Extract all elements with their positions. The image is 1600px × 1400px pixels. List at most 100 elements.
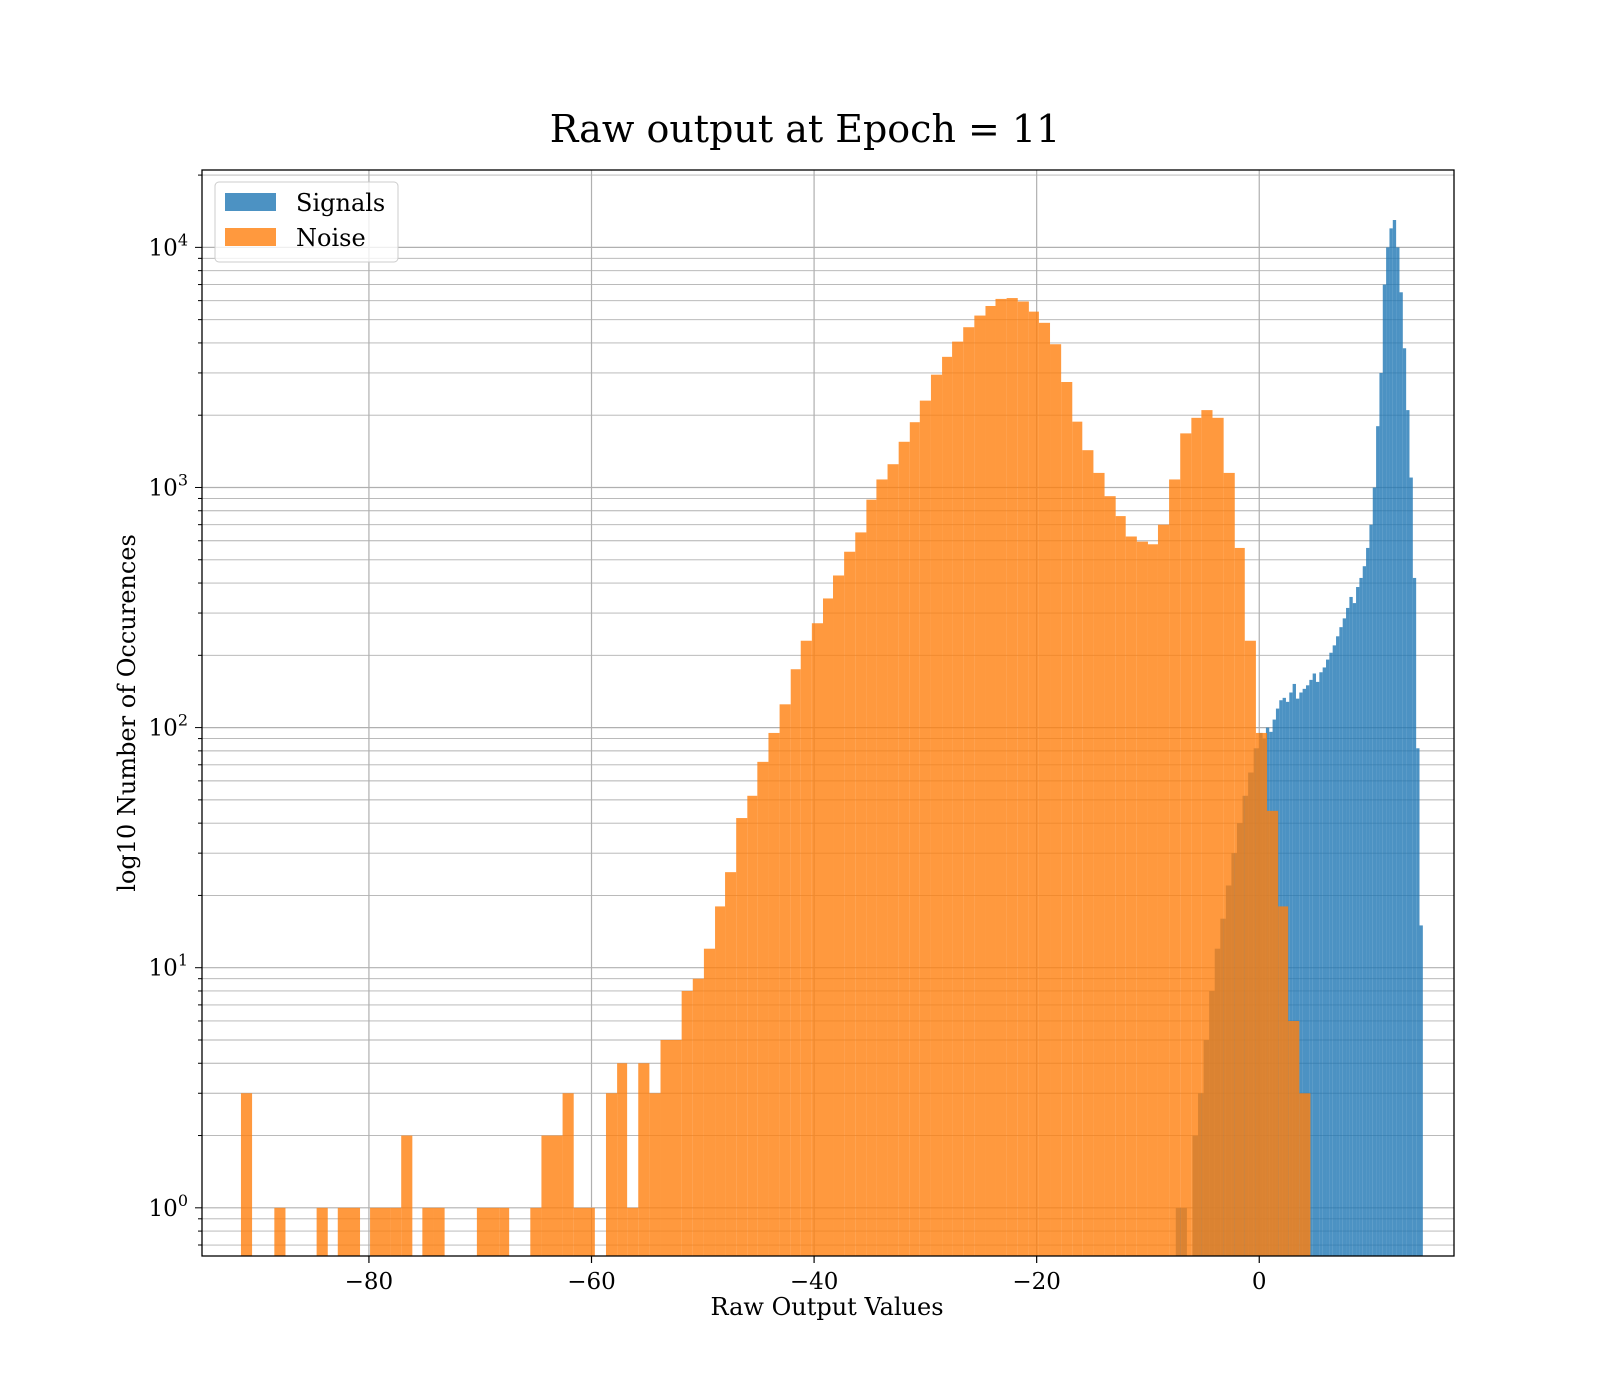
histogram-bar [681, 990, 693, 1256]
histogram-bar [692, 978, 704, 1256]
histogram-bar [337, 1207, 361, 1256]
x-tick-label: −60 [567, 1269, 616, 1295]
histogram-bar [1386, 247, 1390, 1256]
histogram-bar [1212, 417, 1224, 1256]
histogram-bar [844, 551, 856, 1256]
histogram-bar [887, 464, 899, 1256]
histogram-bar [1082, 450, 1094, 1256]
histogram-bar [952, 341, 964, 1256]
histogram-bar [1295, 698, 1300, 1256]
histogram-bar [1305, 685, 1310, 1256]
histogram-bar [1346, 607, 1350, 1256]
histogram-bar [1369, 524, 1373, 1256]
histogram-bar [1399, 292, 1403, 1256]
histogram-bar [541, 1135, 563, 1256]
histogram-bar [1191, 417, 1202, 1256]
histogram-bar [530, 1207, 542, 1256]
histogram-bar [800, 640, 812, 1256]
chart-title: Raw output at Epoch = 11 [550, 107, 1061, 151]
histogram-bar [433, 1207, 445, 1256]
histogram-bar [1223, 472, 1235, 1257]
histogram-bar [1017, 301, 1029, 1256]
histogram-bar [1406, 410, 1410, 1256]
histogram-bar [1382, 284, 1387, 1256]
histogram-bar [963, 327, 975, 1256]
histogram-bar [919, 400, 931, 1256]
histogram-bar [985, 305, 996, 1256]
histogram-bar [995, 298, 1007, 1256]
histogram-bar [1125, 536, 1137, 1256]
histogram-bar [811, 623, 823, 1256]
histogram-bar [1267, 810, 1279, 1256]
histogram-bar [1038, 322, 1051, 1256]
histogram-bar [1312, 673, 1317, 1256]
histogram-bar [1072, 421, 1083, 1256]
histogram-bar [1336, 636, 1340, 1256]
histogram-bar [401, 1135, 413, 1256]
plot-frame [201, 169, 1455, 1257]
y-tick-label: 102 [149, 711, 188, 742]
histogram-bar [1329, 652, 1333, 1256]
histogram-bar [1050, 344, 1062, 1256]
histogram-bar [1372, 487, 1377, 1257]
histogram-bar [1299, 692, 1303, 1256]
legend-label-noise: Noise [296, 224, 366, 252]
x-tick-label: −40 [790, 1269, 839, 1295]
histogram-bar [974, 315, 986, 1256]
histogram-bar [1379, 372, 1383, 1256]
histogram-bar [1244, 640, 1256, 1256]
x-tick-label: −20 [1012, 1269, 1061, 1295]
histogram-bar [617, 1063, 628, 1256]
histogram-bar [573, 1207, 595, 1256]
histogram-bar [1255, 732, 1268, 1256]
y-axis: 100 101 102 103 104 [149, 174, 202, 1246]
histogram-bar [1402, 348, 1407, 1256]
histogram-bar [1093, 472, 1105, 1257]
histogram-bar [725, 872, 737, 1256]
histogram-bar [898, 441, 910, 1257]
x-tick-label: 0 [1252, 1269, 1267, 1295]
histogram-bar [747, 795, 758, 1256]
histogram-bar [833, 575, 845, 1256]
histogram-bar [1180, 433, 1192, 1257]
legend-swatch-noise [225, 228, 276, 246]
histogram-bar [1104, 496, 1116, 1256]
histogram-bar [1339, 627, 1343, 1256]
legend-label-signals: Signals [296, 189, 385, 217]
x-tick-label: −80 [345, 1269, 394, 1295]
histogram-bar [1362, 566, 1367, 1256]
legend-swatch-signals [225, 193, 276, 211]
histogram-bar [1412, 577, 1417, 1256]
histogram-bar [1392, 220, 1397, 1257]
histogram-bar [1322, 667, 1327, 1256]
histogram-bar [1332, 645, 1337, 1256]
histogram-bar [790, 669, 801, 1256]
histogram-bar [942, 356, 953, 1257]
histogram-bar [1201, 410, 1213, 1256]
histogram-bar [627, 1207, 639, 1256]
x-axis-label: Raw Output Values [710, 1293, 943, 1321]
histogram-bar [316, 1207, 328, 1256]
histogram-bar [274, 1207, 286, 1256]
histogram-bar [1292, 683, 1296, 1256]
histogram-bar [422, 1207, 434, 1256]
histogram-bar [866, 499, 877, 1256]
histogram-bar [1157, 524, 1170, 1256]
histogram-bar [1136, 541, 1148, 1256]
histogram-bar [1288, 1020, 1300, 1256]
histogram-bar [1376, 426, 1380, 1256]
histogram-bar [1169, 479, 1181, 1256]
y-axis-label: log10 Number of Occurences [113, 534, 141, 892]
histogram-bar [876, 479, 888, 1256]
histogram-bar [649, 1093, 661, 1256]
histogram-bar [1349, 596, 1353, 1256]
y-tick-label: 100 [149, 1191, 188, 1222]
bars-layer [240, 220, 1423, 1257]
histogram-bar [638, 1063, 650, 1256]
histogram-bar [715, 906, 726, 1256]
legend: Signals Noise [214, 181, 399, 263]
histogram-bar [1366, 547, 1370, 1256]
histogram-bar [930, 374, 943, 1257]
histogram-bar [1061, 381, 1073, 1256]
